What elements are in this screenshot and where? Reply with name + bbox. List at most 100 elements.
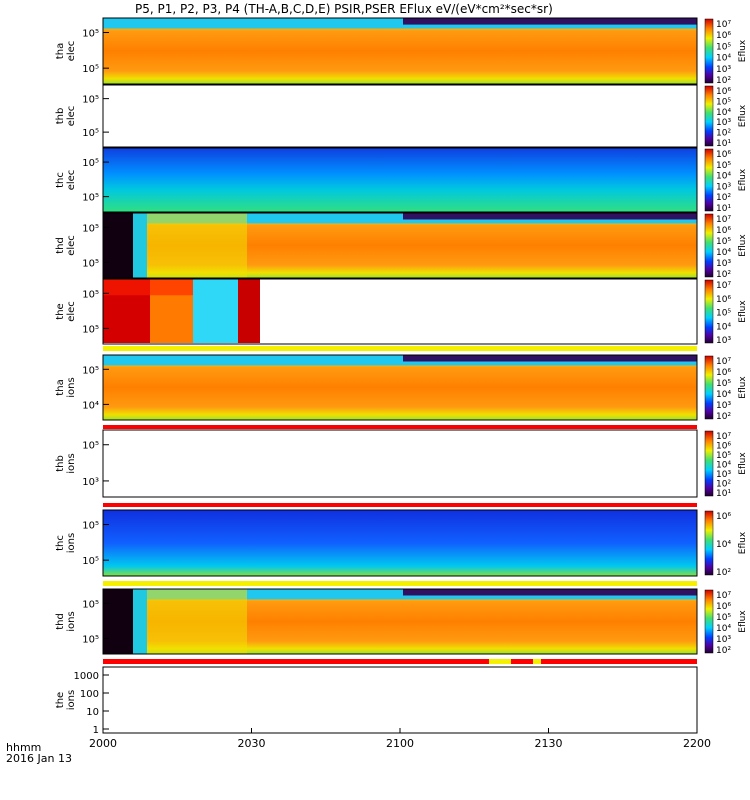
ylabel-sat: thc xyxy=(55,172,66,188)
high-energy-band xyxy=(403,589,697,596)
colorbar-tick: 10⁴ xyxy=(716,624,731,634)
colorbar-tick: 10⁶ xyxy=(716,512,731,522)
colorbar-tick: 10² xyxy=(716,568,731,578)
ytick-label: 10⁵ xyxy=(82,521,99,532)
colorbar-tick: 10⁵ xyxy=(716,42,731,52)
colorbar-tick: 10⁶ xyxy=(716,442,731,452)
colorbar xyxy=(704,148,714,212)
colorbar-tick: 10⁷ xyxy=(716,20,731,30)
status-bar-thb-ions xyxy=(103,503,697,507)
colorbar-tick: 10⁵ xyxy=(716,161,731,171)
colorbar-tick: 10² xyxy=(716,129,731,139)
colorbar-label: Eflux xyxy=(738,531,748,554)
ylabel-sat: thb xyxy=(55,455,66,472)
colorbar-label: Eflux xyxy=(738,452,748,475)
status-bar-elec xyxy=(103,346,697,351)
high-energy-band xyxy=(403,18,697,25)
ylabel-species: ions xyxy=(66,533,77,553)
colorbar-tick: 10³ xyxy=(716,401,731,411)
colorbar-tick: 10⁶ xyxy=(716,150,731,160)
colorbar-tick: 10⁴ xyxy=(716,248,731,258)
ylabel-species: ions xyxy=(66,453,77,473)
colorbar-tick: 10⁴ xyxy=(716,54,731,64)
high-energy-band xyxy=(403,355,697,362)
colorbar-tick: 10⁶ xyxy=(716,87,731,97)
ytick-label: 10⁵ xyxy=(82,223,99,234)
colorbar-tick: 10³ xyxy=(716,118,731,128)
ylabel-species: elec xyxy=(66,41,77,62)
ytick-label: 10⁴ xyxy=(82,400,99,411)
ylabel-sat: the xyxy=(55,303,66,319)
panel-frame xyxy=(102,588,698,655)
spectrogram-block xyxy=(238,279,260,343)
colorbar-tick: 10³ xyxy=(716,65,731,75)
date-label: 2016 Jan 13 xyxy=(6,752,72,765)
colorbar-label: Eflux xyxy=(738,300,748,323)
status-bar-thd-ions xyxy=(103,659,697,664)
colorbar-tick: 10⁴ xyxy=(716,540,731,550)
xtick-label: 2130 xyxy=(535,737,563,750)
colorbar-label: Eflux xyxy=(738,104,748,127)
colorbar-tick: 10⁵ xyxy=(716,309,731,319)
xtick-label: 2100 xyxy=(386,737,414,750)
ytick-label: 10⁵ xyxy=(82,289,99,300)
panel-frame xyxy=(102,354,698,421)
colorbar-tick: 10⁵ xyxy=(716,237,731,247)
colorbar-tick: 10⁵ xyxy=(716,613,731,623)
colorbar xyxy=(704,355,714,420)
spectrogram-fill xyxy=(103,510,697,576)
colorbar-tick: 10² xyxy=(716,193,731,203)
ytick-label: 10⁵ xyxy=(82,599,99,610)
ytick-label: 10⁵ xyxy=(82,128,99,139)
ylabel-sat: the xyxy=(55,692,66,708)
ytick-label: 10⁵ xyxy=(82,365,99,376)
ylabel-sat: thd xyxy=(55,613,66,630)
colorbar-tick: 10⁶ xyxy=(716,295,731,305)
panel-frame xyxy=(102,666,698,734)
spectrogram-fill xyxy=(103,18,697,84)
ylabel-sat: tha xyxy=(55,379,66,395)
xtick-label: 2000 xyxy=(89,737,117,750)
colorbar xyxy=(704,85,714,147)
colorbar-tick: 10⁷ xyxy=(716,281,731,291)
spectrogram-fill xyxy=(147,589,247,654)
spectrogram-fill xyxy=(133,213,147,278)
ytick-label: 10⁵ xyxy=(82,258,99,269)
ylabel-species: elec xyxy=(66,106,77,127)
colorbar-tick: 10¹ xyxy=(716,489,731,499)
colorbar-tick: 10¹ xyxy=(716,204,731,214)
ytick-label: 10⁵ xyxy=(82,634,99,645)
spectrogram-fill xyxy=(133,589,147,654)
colorbar-tick: 10⁷ xyxy=(716,591,731,601)
high-energy-band xyxy=(103,18,697,29)
panel-frame xyxy=(102,278,698,345)
colorbar-tick: 10⁶ xyxy=(716,226,731,236)
status-segment xyxy=(489,659,511,664)
ytick-label: 10⁵ xyxy=(82,158,99,169)
colorbar-tick: 10⁵ xyxy=(716,451,731,461)
colorbar-tick: 10³ xyxy=(716,635,731,645)
colorbar-tick: 10³ xyxy=(716,259,731,269)
xtick-label: 2030 xyxy=(238,737,266,750)
spectrogram-block xyxy=(193,279,238,343)
colorbar xyxy=(704,589,714,654)
ytick-label: 10³ xyxy=(82,477,99,488)
panel-thc-ions: thc ions 10⁵ 10⁵ 10⁶ 10⁴ 10² Eflux xyxy=(55,509,748,578)
colorbar xyxy=(704,430,714,497)
ytick-label: 1000 xyxy=(74,671,99,682)
colorbar-label: Eflux xyxy=(738,39,748,62)
panel-frame xyxy=(102,509,698,577)
colorbar xyxy=(704,213,714,278)
colorbar-tick: 10⁴ xyxy=(716,322,731,332)
ylabel-species: elec xyxy=(66,301,77,322)
ylabel-sat: thb xyxy=(55,108,66,125)
panel-the-elec: the elec 10⁵ 10⁵ 10⁷ 10⁶ 10⁵ 10⁴ 10³ Eflux xyxy=(55,278,748,346)
colorbar-label: Eflux xyxy=(738,168,748,191)
colorbar-tick: 10⁵ xyxy=(716,97,731,107)
panel-frame xyxy=(102,212,698,279)
ylabel-species: ions xyxy=(66,377,77,397)
colorbar-tick: 10² xyxy=(716,270,731,280)
ytick-label: 100 xyxy=(80,689,99,700)
